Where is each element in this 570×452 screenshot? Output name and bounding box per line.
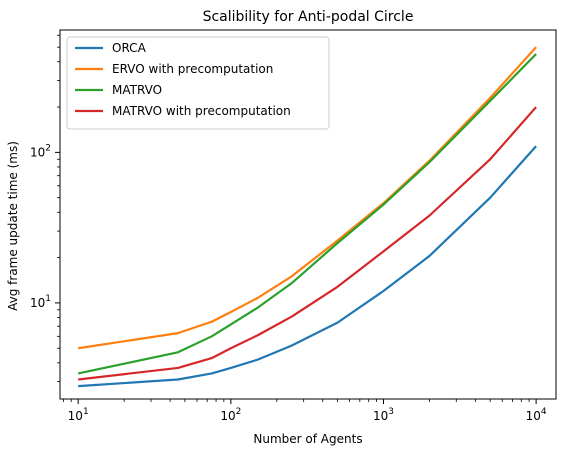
plot-frame	[59, 29, 557, 400]
legend: ORCA ERVO with precomputation MATRVO MATRVO…	[66, 36, 330, 130]
axis-ticks: 101 102 103 104 101 102	[30, 34, 547, 423]
legend-label-0: ORCA	[112, 41, 147, 55]
series-line-2	[77, 53, 537, 375]
legend-label-1: ERVO with precomputation	[112, 62, 273, 76]
series-line-1	[78, 46, 537, 350]
series-lines	[77, 46, 537, 388]
x-axis-label: Number of Agents	[253, 432, 362, 446]
y-tick-label-0: 101	[30, 294, 51, 310]
x-tick-label-3: 104	[526, 407, 547, 423]
series-line-3	[78, 106, 537, 381]
legend-box	[66, 36, 330, 130]
x-tick-label-1: 102	[220, 407, 241, 423]
legend-label-3: MATRVO with precomputation	[112, 104, 291, 118]
legend-label-2: MATRVO	[112, 83, 162, 97]
series-line-0	[78, 145, 537, 388]
y-axis-label: Avg frame update time (ms)	[6, 141, 20, 311]
x-tick-label-2: 103	[373, 407, 394, 423]
chart-title: Scalibility for Anti-podal Circle	[203, 9, 414, 25]
x-tick-label-0: 101	[68, 407, 89, 423]
y-tick-label-1: 102	[30, 143, 51, 159]
